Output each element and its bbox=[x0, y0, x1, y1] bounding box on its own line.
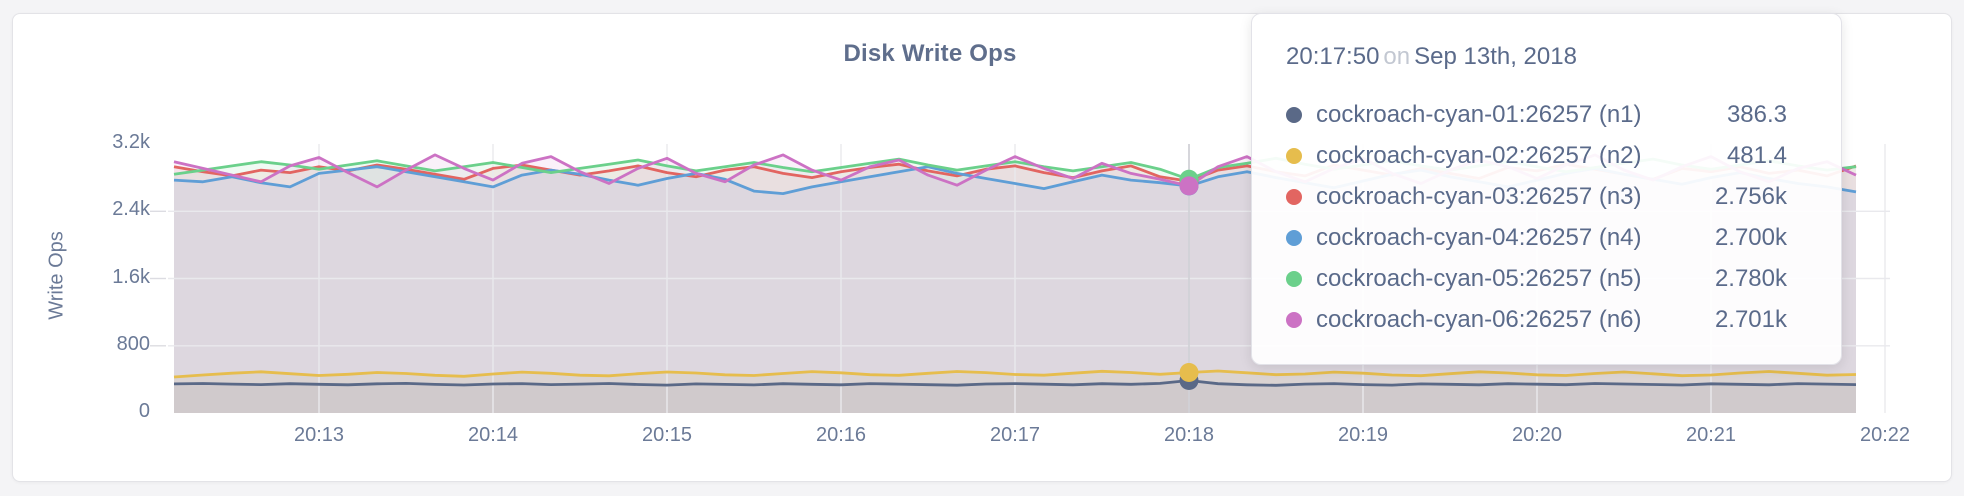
chart-title: Disk Write Ops bbox=[843, 40, 1017, 67]
y-tick-label: 1.6k bbox=[112, 266, 150, 288]
y-tick-label: 2.4k bbox=[112, 198, 150, 220]
tooltip-header: 20:17:50 on Sep 13th, 2018 bbox=[1286, 44, 1787, 70]
x-tick-label: 20:15 bbox=[641, 424, 693, 446]
y-tick-label: 3.2k bbox=[112, 131, 150, 153]
tooltip-series-value: 2.756k bbox=[1714, 182, 1787, 210]
tooltip-conjunction: on bbox=[1383, 43, 1411, 70]
tooltip-series-value: 386.3 bbox=[1726, 100, 1787, 128]
x-tick-label: 20:16 bbox=[815, 424, 867, 446]
tooltip-row: cockroach-cyan-03:26257 (n3) 2.756k bbox=[1286, 176, 1787, 217]
x-tick-label: 20:19 bbox=[1337, 424, 1389, 446]
tooltip-series-name: cockroach-cyan-05:26257 (n5) bbox=[1316, 264, 1642, 292]
hover-point-dot bbox=[1179, 176, 1199, 196]
series-dot-icon bbox=[1286, 311, 1302, 328]
tooltip-series-value: 2.780k bbox=[1714, 264, 1787, 292]
tooltip-series-value: 2.700k bbox=[1714, 223, 1787, 251]
tooltip-series-name: cockroach-cyan-03:26257 (n3) bbox=[1316, 182, 1642, 210]
y-tick-label: 800 bbox=[116, 333, 150, 355]
hover-point-dot bbox=[1179, 363, 1199, 382]
tooltip-series-name: cockroach-cyan-04:26257 (n4) bbox=[1316, 223, 1642, 251]
series-dot-icon bbox=[1286, 229, 1302, 246]
tooltip-time: 20:17:50 bbox=[1286, 43, 1380, 70]
x-tick-label: 20:22 bbox=[1859, 424, 1911, 446]
tooltip-series-name: cockroach-cyan-06:26257 (n6) bbox=[1316, 305, 1642, 333]
series-line bbox=[173, 369, 1857, 379]
series-line bbox=[173, 379, 1857, 387]
series-dot-icon bbox=[1286, 106, 1302, 123]
x-tick-label: 20:17 bbox=[989, 424, 1041, 446]
tooltip-date: Sep 13th, 2018 bbox=[1414, 43, 1577, 70]
x-tick-label: 20:13 bbox=[293, 424, 345, 446]
series-dot-icon bbox=[1286, 270, 1302, 287]
series-dot-icon bbox=[1286, 188, 1302, 205]
tooltip-series-value: 481.4 bbox=[1726, 141, 1787, 169]
x-tick-label: 20:20 bbox=[1511, 424, 1563, 446]
tooltip-row: cockroach-cyan-02:26257 (n2) 481.4 bbox=[1286, 135, 1787, 176]
x-tick-label: 20:21 bbox=[1685, 424, 1737, 446]
tooltip-row: cockroach-cyan-06:26257 (n6) 2.701k bbox=[1286, 299, 1787, 340]
tooltip-series-value: 2.701k bbox=[1714, 305, 1787, 333]
x-tick-label: 20:18 bbox=[1163, 424, 1215, 446]
tooltip-row: cockroach-cyan-01:26257 (n1) 386.3 bbox=[1286, 94, 1787, 135]
tooltip-series-name: cockroach-cyan-02:26257 (n2) bbox=[1316, 141, 1642, 169]
chart-tooltip: 20:17:50 on Sep 13th, 2018 cockroach-cyan-… bbox=[1251, 13, 1842, 365]
tooltip-row: cockroach-cyan-05:26257 (n5) 2.780k bbox=[1286, 258, 1787, 299]
tooltip-row: cockroach-cyan-04:26257 (n4) 2.700k bbox=[1286, 217, 1787, 258]
tooltip-rows: cockroach-cyan-01:26257 (n1) 386.3 cockroa… bbox=[1286, 94, 1787, 340]
series-dot-icon bbox=[1286, 147, 1302, 164]
y-tick-label: 0 bbox=[138, 400, 150, 422]
x-tick-label: 20:14 bbox=[467, 424, 519, 446]
tooltip-series-name: cockroach-cyan-01:26257 (n1) bbox=[1316, 100, 1642, 128]
